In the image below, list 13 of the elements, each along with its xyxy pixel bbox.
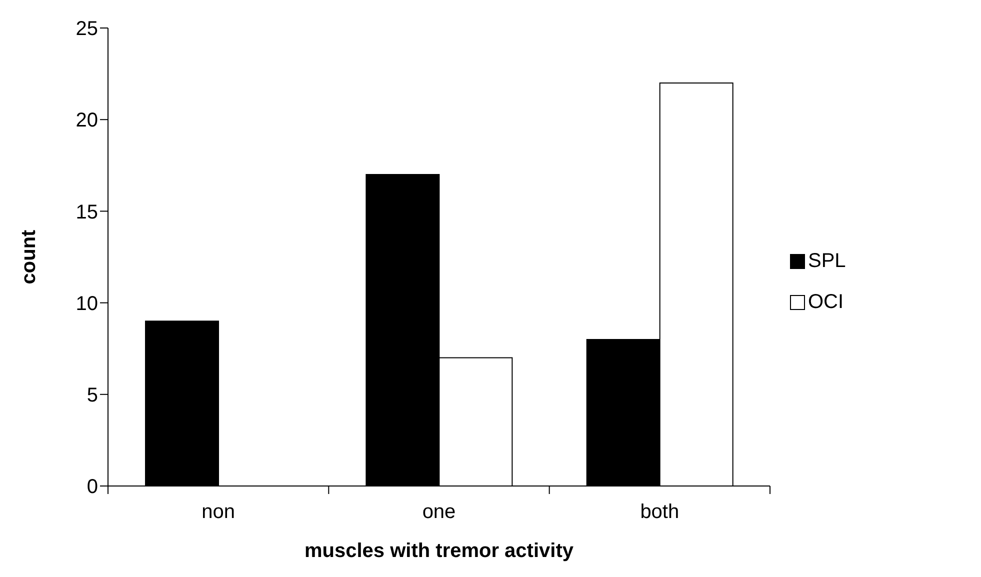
legend-label: SPL [808, 250, 846, 273]
y-axis-title: count [18, 229, 40, 284]
legend-label: OCI [808, 291, 844, 314]
y-tick-label: 20 [76, 110, 98, 132]
y-tick-label: 15 [76, 201, 98, 224]
x-tick-label: both [640, 501, 680, 523]
y-tick-label: 0 [86, 476, 98, 498]
x-axis-title: muscles with tremor activity [304, 540, 574, 562]
y-tick-label: 10 [76, 292, 98, 315]
x-tick-label: one [422, 501, 456, 523]
y-tick-label: 25 [76, 18, 98, 40]
x-tick-label: non [202, 501, 236, 523]
y-tick-label: 5 [86, 384, 98, 406]
